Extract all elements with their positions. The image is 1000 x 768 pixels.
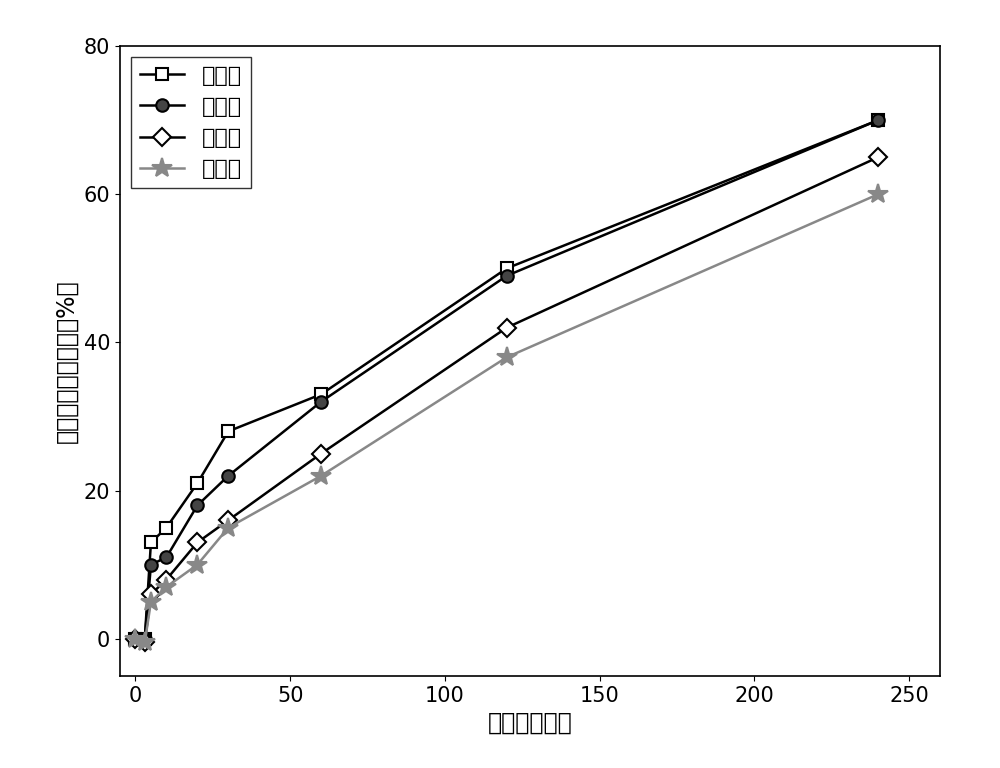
- 第三次: [145, 590, 157, 599]
- 第一次: [872, 115, 884, 124]
- 第二次: [191, 501, 203, 510]
- 第四次: [315, 472, 327, 481]
- Line: 第三次: 第三次: [129, 151, 884, 649]
- 第四次: [501, 353, 513, 362]
- 第三次: [160, 575, 172, 584]
- 第二次: [315, 397, 327, 406]
- 第一次: [315, 389, 327, 399]
- 第三次: [872, 153, 884, 162]
- 第三次: [139, 638, 151, 647]
- 第四次: [160, 582, 172, 591]
- 第四次: [191, 560, 203, 569]
- Legend: 第一次, 第二次, 第三次, 第四次: 第一次, 第二次, 第三次, 第四次: [131, 57, 251, 188]
- Line: 第四次: 第四次: [125, 184, 889, 653]
- 第三次: [315, 449, 327, 458]
- 第四次: [222, 523, 234, 532]
- 第二次: [129, 634, 141, 644]
- 第三次: [191, 538, 203, 547]
- 第一次: [139, 634, 151, 644]
- 第一次: [222, 427, 234, 436]
- 第三次: [222, 515, 234, 525]
- Line: 第一次: 第一次: [129, 114, 884, 645]
- 第四次: [129, 634, 141, 644]
- 第一次: [129, 634, 141, 644]
- 第二次: [222, 472, 234, 481]
- 第二次: [160, 553, 172, 562]
- 第二次: [501, 271, 513, 280]
- 第一次: [501, 263, 513, 273]
- 第一次: [191, 478, 203, 488]
- 第二次: [139, 634, 151, 644]
- Line: 第二次: 第二次: [129, 114, 884, 645]
- 第四次: [139, 638, 151, 647]
- 第四次: [145, 598, 157, 607]
- X-axis label: 时间（分钟）: 时间（分钟）: [488, 711, 572, 735]
- Y-axis label: 磷酸三丁酯去除率（%）: 磷酸三丁酯去除率（%）: [54, 279, 78, 443]
- 第一次: [160, 523, 172, 532]
- 第二次: [145, 560, 157, 569]
- 第三次: [129, 634, 141, 644]
- 第三次: [501, 323, 513, 333]
- 第四次: [872, 190, 884, 199]
- 第一次: [145, 538, 157, 547]
- 第二次: [872, 115, 884, 124]
